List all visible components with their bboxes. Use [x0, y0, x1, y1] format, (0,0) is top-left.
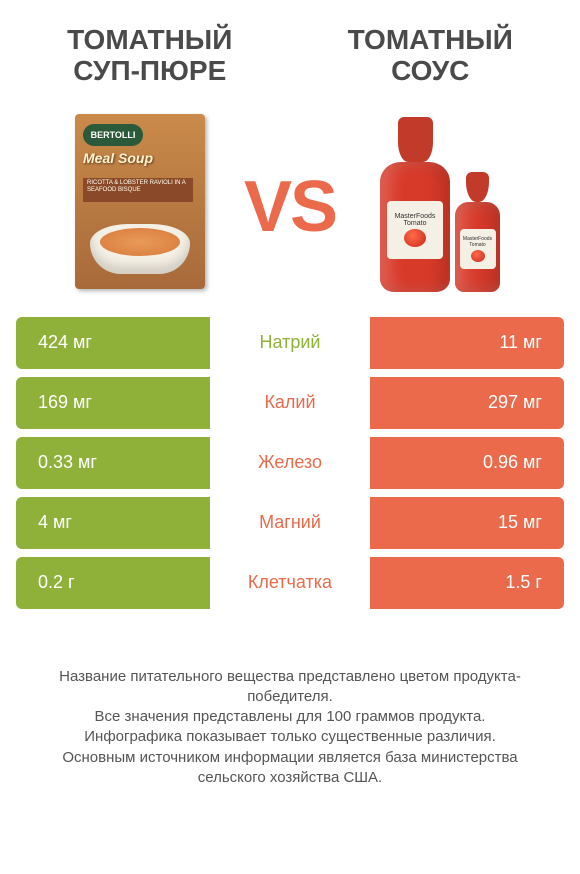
right-product-image: MasterFoods Tomato MasterFoods Tomato	[350, 112, 530, 292]
table-row: 4 мгМагний15 мг	[16, 497, 564, 549]
sauce-bottle-big: MasterFoods Tomato	[380, 117, 450, 292]
right-product-title: ТОМАТНЫЙ СОУС	[316, 25, 546, 87]
table-row: 0.2 гКлетчатка1.5 г	[16, 557, 564, 609]
right-title-cell: ТОМАТНЫЙ СОУС	[316, 25, 546, 87]
soup-bowl-icon	[90, 224, 190, 274]
tomato-icon	[404, 229, 426, 247]
sauce-label-brand: MasterFoods	[395, 213, 436, 220]
sauce-bottles-illustration: MasterFoods Tomato MasterFoods Tomato	[360, 112, 520, 292]
table-row: 169 мгКалий297 мг	[16, 377, 564, 429]
nutrient-name-cell: Калий	[210, 377, 370, 429]
vs-label: VS	[244, 166, 336, 248]
sauce-bottle-small: MasterFoods Tomato	[455, 172, 500, 292]
right-value-cell: 1.5 г	[370, 557, 564, 609]
sauce-label-word: Tomato	[404, 220, 427, 227]
left-value-cell: 4 мг	[16, 497, 210, 549]
footer-notes: Название питательного вещества представл…	[0, 667, 580, 819]
footer-line: Инфографика показывает только существенн…	[30, 727, 550, 747]
nutrient-name-cell: Железо	[210, 437, 370, 489]
comparison-table: 424 мгНатрий11 мг 169 мгКалий297 мг 0.33 м…	[0, 317, 580, 617]
left-product-title: ТОМАТНЫЙ СУП-ПЮРЕ	[35, 25, 265, 87]
images-row: BERTOLLI Meal Soup RICOTTA & LOBSTER RAV…	[0, 97, 580, 317]
footer-line: Название питательного вещества представл…	[30, 667, 550, 708]
nutrient-name-cell: Натрий	[210, 317, 370, 369]
left-value-cell: 424 мг	[16, 317, 210, 369]
right-value-cell: 297 мг	[370, 377, 564, 429]
left-value-cell: 0.2 г	[16, 557, 210, 609]
soup-product-label: Meal Soup	[83, 150, 153, 166]
table-row: 0.33 мгЖелезо0.96 мг	[16, 437, 564, 489]
soup-box-illustration: BERTOLLI Meal Soup RICOTTA & LOBSTER RAV…	[75, 114, 205, 289]
left-title-cell: ТОМАТНЫЙ СУП-ПЮРЕ	[35, 25, 265, 87]
header: ТОМАТНЫЙ СУП-ПЮРЕ ТОМАТНЫЙ СОУС	[0, 0, 580, 97]
footer-line: Все значения представлены для 100 граммо…	[30, 707, 550, 727]
table-row: 424 мгНатрий11 мг	[16, 317, 564, 369]
tomato-icon	[471, 250, 485, 262]
nutrient-name-cell: Клетчатка	[210, 557, 370, 609]
right-value-cell: 0.96 мг	[370, 437, 564, 489]
right-value-cell: 15 мг	[370, 497, 564, 549]
left-value-cell: 0.33 мг	[16, 437, 210, 489]
left-product-image: BERTOLLI Meal Soup RICOTTA & LOBSTER RAV…	[50, 112, 230, 292]
soup-brand-label: BERTOLLI	[83, 124, 143, 146]
right-value-cell: 11 мг	[370, 317, 564, 369]
left-value-cell: 169 мг	[16, 377, 210, 429]
footer-line: Основным источником информации является …	[30, 748, 550, 789]
soup-tag-label: RICOTTA & LOBSTER RAVIOLI IN A SEAFOOD B…	[83, 178, 193, 202]
nutrient-name-cell: Магний	[210, 497, 370, 549]
